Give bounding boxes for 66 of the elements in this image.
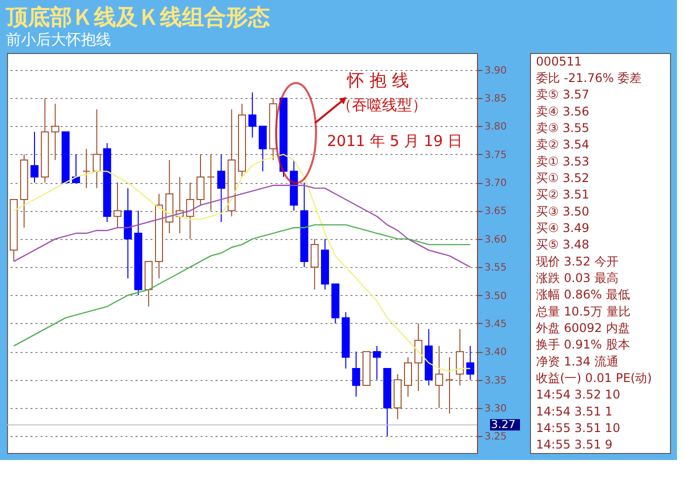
annotation: 2011 年 5 月 19 日 bbox=[327, 132, 463, 150]
candlestick bbox=[372, 345, 381, 380]
chart-subtitle: 前小后大怀抱线 bbox=[6, 30, 111, 48]
y-tick-label: 3.65 bbox=[484, 206, 507, 218]
text: 14:54 3.52 10 bbox=[536, 388, 620, 402]
text: 卖⑤ 3.57 bbox=[536, 88, 590, 102]
text: 14:55 3.51 10 bbox=[536, 421, 620, 435]
annotation: （吞噬线型） bbox=[337, 96, 427, 114]
text: 外盘 60092 内盘 bbox=[536, 321, 630, 335]
candlestick bbox=[446, 356, 454, 414]
candlestick bbox=[248, 92, 256, 138]
text: 收益(一) 0.01 PE(动) bbox=[536, 371, 652, 385]
text: 净资 1.34 流通 bbox=[536, 354, 618, 368]
candlestick bbox=[404, 356, 412, 398]
candlestick bbox=[92, 108, 101, 189]
y-tick-label: 3.30 bbox=[484, 403, 507, 414]
y-tick-label: 3.25 bbox=[484, 432, 507, 443]
text: 委比 -21.76% 委差 bbox=[536, 71, 642, 85]
candlestick bbox=[113, 182, 122, 228]
y-tick-label: 3.50 bbox=[484, 290, 507, 302]
chart-title: 顶底部Ｋ线及Ｋ线组合形态 bbox=[5, 4, 270, 30]
text: 买② 3.51 bbox=[536, 188, 590, 202]
candlestick bbox=[51, 103, 60, 161]
candlestick bbox=[466, 345, 474, 380]
text: 14:54 3.51 1 bbox=[536, 404, 613, 418]
text: 总量 10.5万 量比 bbox=[535, 304, 630, 318]
text: 换手 0.91% 股本 bbox=[536, 338, 630, 352]
candlestick bbox=[196, 154, 204, 206]
candlestick bbox=[30, 131, 38, 184]
text: 买① 3.52 bbox=[536, 171, 590, 185]
text: 14:55 3.51 9 bbox=[536, 438, 613, 452]
candlestick bbox=[206, 154, 215, 212]
candlestick bbox=[352, 351, 360, 398]
candlestick bbox=[456, 328, 464, 386]
line-series bbox=[13, 224, 471, 347]
y-tick-label: 3.40 bbox=[484, 347, 507, 358]
candlestick bbox=[414, 322, 422, 392]
ref-line-label: 3.27 bbox=[491, 418, 516, 431]
text: 涨幅 0.86% 最低 bbox=[536, 288, 630, 302]
y-tick-label: 3.35 bbox=[484, 375, 507, 386]
y-tick-label: 3.70 bbox=[484, 178, 507, 190]
annotation: 怀 抱 线 bbox=[346, 71, 409, 91]
text: 现价 3.52 今开 bbox=[536, 254, 618, 268]
text: 卖④ 3.56 bbox=[536, 104, 590, 118]
text: 买③ 3.50 bbox=[536, 204, 590, 218]
text: 买④ 3.49 bbox=[536, 221, 590, 235]
text: 卖③ 3.55 bbox=[536, 121, 590, 135]
y-tick-label: 3.85 bbox=[484, 94, 507, 105]
candlestick bbox=[217, 154, 226, 223]
y-tick-label: 3.90 bbox=[484, 65, 507, 76]
y-tick-label: 3.45 bbox=[484, 318, 507, 330]
y-tick-label: 3.80 bbox=[484, 122, 507, 133]
text: 涨跌 0.03 最高 bbox=[536, 271, 618, 285]
candlestick bbox=[310, 238, 319, 290]
text: 卖② 3.54 bbox=[536, 138, 590, 152]
text: 卖① 3.53 bbox=[536, 154, 590, 168]
text: 买⑤ 3.48 bbox=[536, 238, 590, 252]
y-tick-label: 3.55 bbox=[484, 262, 507, 274]
line-series bbox=[13, 184, 471, 268]
candlestick bbox=[435, 345, 444, 408]
text: 000511 bbox=[536, 54, 582, 68]
y-tick-label: 3.60 bbox=[484, 234, 507, 246]
candlestick bbox=[258, 126, 267, 172]
candlestick bbox=[82, 148, 90, 189]
y-tick-label: 3.75 bbox=[484, 150, 507, 161]
candlestick bbox=[186, 182, 194, 240]
